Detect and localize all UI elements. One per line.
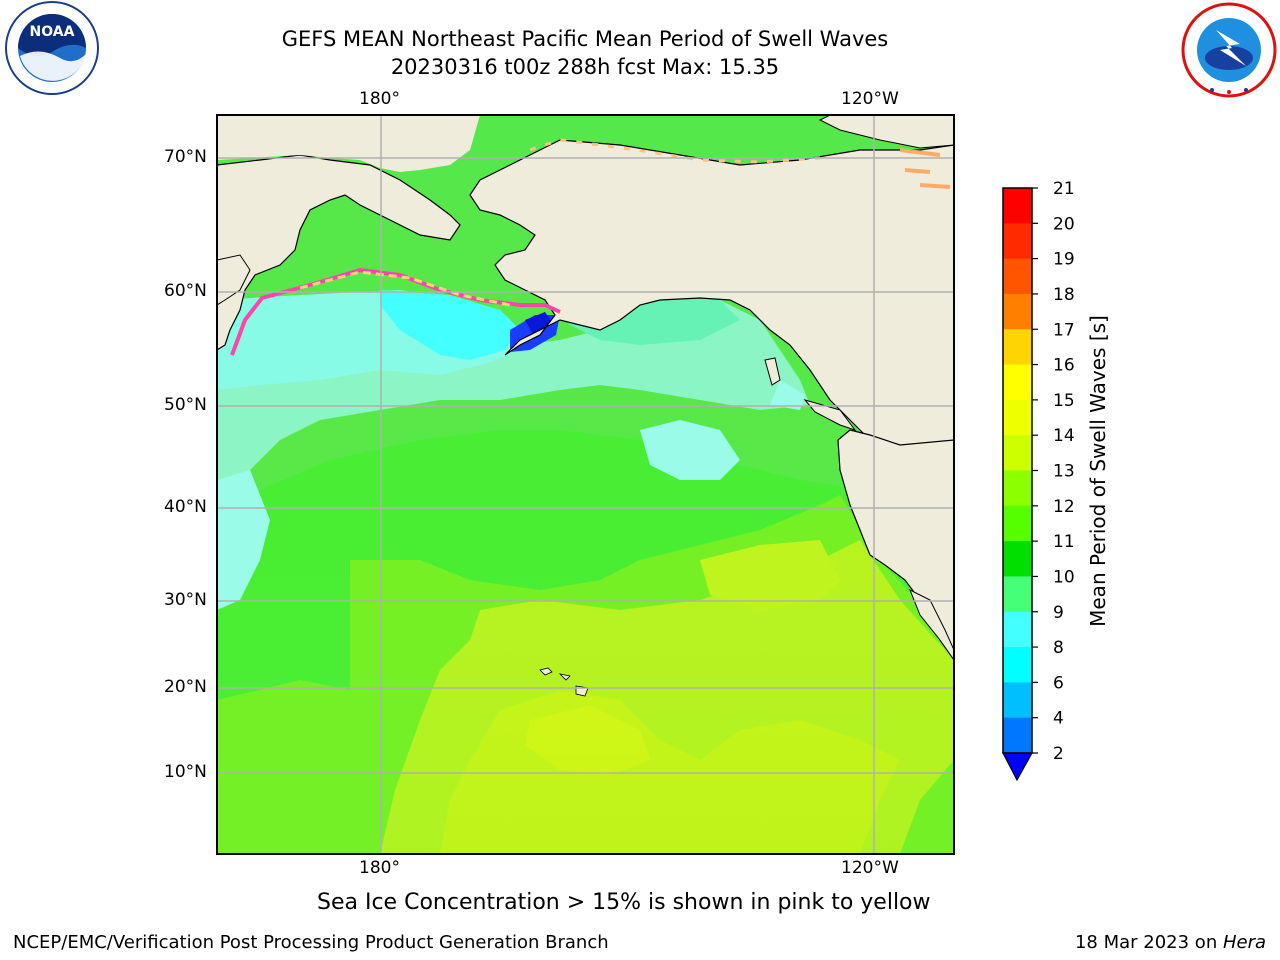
- colorbar-tick-label: 16: [1053, 356, 1075, 376]
- colorbar-label: Mean Period of Swell Waves [s]: [1086, 315, 1110, 627]
- colorbar-tick-label: 19: [1053, 250, 1075, 270]
- lon-tick-top-120w: 120°W: [841, 89, 899, 109]
- colorbar-tick-label: 6: [1053, 673, 1064, 693]
- colorbar-bin: [1003, 505, 1032, 542]
- lat-tick-70n: 70°N: [164, 147, 207, 167]
- land-siberia: [217, 115, 461, 351]
- colorbar-bin: [1003, 541, 1032, 578]
- footer-date: 18 Mar 2023 on Hera: [1075, 932, 1266, 953]
- land-hawaii-maui: [558, 673, 571, 681]
- colorbar-tick-label: 17: [1053, 320, 1075, 340]
- colorbar-bin: [1003, 611, 1032, 648]
- land-hawaii-west: [539, 667, 553, 676]
- colorbar: 21 20 19 18 17 16 15 14 13 12 11 10 9 8 6 4 2 Mean Perio…: [1002, 179, 1110, 782]
- colorbar-bin: [1003, 717, 1032, 754]
- colorbar-bin: [1003, 329, 1032, 366]
- band-6-8: [380, 290, 520, 360]
- sea-ice-edge-bering: [230, 267, 561, 356]
- sea-ice-edge-bering-inner: [299, 270, 511, 307]
- lon-tick-bottom-120w: 120°W: [841, 858, 899, 878]
- colorbar-tick-label: 15: [1053, 391, 1075, 411]
- colorbar-bins: [1003, 188, 1032, 754]
- colorbar-tick-label: 20: [1053, 214, 1075, 234]
- colorbar-bin: [1003, 223, 1032, 260]
- colorbar-tick-label: 8: [1053, 638, 1064, 658]
- nws-logo: [1181, 2, 1277, 98]
- land-vancouver-island: [803, 399, 857, 431]
- colorbar-ticks: 21 20 19 18 17 16 15 14 13 12 11 10 9 8 6 4 2: [1032, 179, 1075, 764]
- band-9-10: [217, 300, 810, 500]
- map-grid: [217, 115, 954, 854]
- colorbar-bin: [1003, 576, 1032, 613]
- map-title: GEFS MEAN Northeast Pacific Mean Period …: [281, 27, 889, 51]
- colorbar-tick-label: 11: [1053, 532, 1075, 552]
- colorbar-bin: [1003, 647, 1032, 683]
- colorbar-tick-label: 14: [1053, 426, 1075, 446]
- footer-host: Hera: [1222, 932, 1266, 953]
- footer-date-text: 18 Mar 2023 on: [1074, 932, 1223, 953]
- land-haida-gwaii: [764, 357, 781, 386]
- lon-tick-top-180: 180°: [359, 89, 400, 109]
- colorbar-tick-label: 12: [1053, 497, 1075, 517]
- colorbar-bin: [1003, 682, 1032, 719]
- colorbar-under-triangle: [1002, 752, 1034, 782]
- colorbar-tick-label: 13: [1053, 462, 1075, 482]
- colorbar-tick-label: 9: [1053, 603, 1064, 623]
- lat-tick-60n: 60°N: [164, 281, 207, 301]
- colorbar-tick-label: 18: [1053, 285, 1075, 305]
- sea-ice-edge-arctic-east: [899, 148, 951, 189]
- band-under-2: [525, 312, 552, 338]
- band-8-9-gulf: [640, 420, 740, 480]
- noaa-logo: NOAA: [5, 1, 99, 95]
- colorbar-bin: [1003, 188, 1032, 224]
- lat-tick-50n: 50°N: [164, 395, 207, 415]
- sea-ice-note: Sea Ice Concentration > 15% is shown in …: [317, 890, 931, 915]
- colorbar-tick-label: 2: [1053, 744, 1064, 764]
- lon-tick-bottom-180: 180°: [359, 858, 400, 878]
- map-panel: [217, 115, 954, 854]
- band-8-9-west: [217, 470, 270, 610]
- land-alaska: [469, 139, 954, 471]
- lat-tick-10n: 10°N: [164, 762, 207, 782]
- noaa-logo-text: NOAA: [30, 24, 75, 40]
- colorbar-bin: [1003, 470, 1032, 507]
- lat-tick-40n: 40°N: [164, 497, 207, 517]
- colorbar-bin: [1003, 435, 1032, 472]
- map-frame: [216, 114, 955, 855]
- colorbar-tick-label: 10: [1053, 567, 1075, 587]
- lat-tick-20n: 20°N: [164, 677, 207, 697]
- land-baja: [909, 588, 954, 661]
- map-subtitle: 20230316 t00z 288h fcst Max: 15.35: [390, 55, 780, 79]
- colorbar-bin: [1003, 399, 1032, 436]
- band-8-9-coast: [770, 380, 805, 410]
- footer-credit: NCEP/EMC/Verification Post Processing Pr…: [13, 932, 609, 953]
- colorbar-bin: [1003, 258, 1032, 295]
- colorbar-bin: [1003, 293, 1032, 330]
- colorbar-bin: [1003, 364, 1032, 401]
- colorbar-tick-label: 21: [1053, 179, 1075, 199]
- lat-tick-30n: 30°N: [164, 590, 207, 610]
- colorbar-tick-label: 4: [1053, 709, 1064, 729]
